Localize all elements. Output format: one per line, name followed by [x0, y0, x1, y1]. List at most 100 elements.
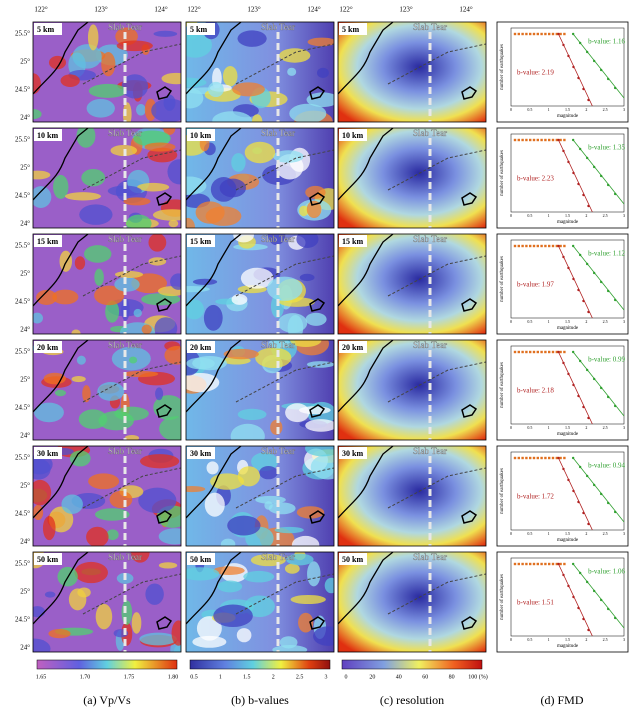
map-blob [154, 31, 178, 37]
map-blob [137, 183, 169, 192]
fmd-point [600, 281, 602, 283]
fmd-x-tick: 0.5 [527, 107, 532, 112]
map-image [31, 233, 187, 342]
map-blob [139, 633, 177, 646]
caption: (c) resolution [380, 693, 444, 707]
map-blob [138, 488, 176, 514]
fmd-x-tick: 2 [585, 213, 587, 218]
fmd-point [562, 150, 564, 152]
fmd-x-tick: 3 [623, 107, 625, 112]
map-blob [82, 385, 90, 402]
fmd-point [552, 457, 554, 459]
slab-tear-label: Slab Tear [261, 552, 295, 562]
slab-tear-label: Slab Tear [108, 128, 142, 138]
map-blob [88, 473, 119, 489]
colorbar-tick-label: 1.75 [124, 674, 135, 680]
fmd-point [577, 289, 579, 291]
lat-tick-label: 24.5° [15, 298, 30, 306]
fmd-point [593, 166, 595, 168]
fmd-point [593, 484, 595, 486]
fmd-point [582, 512, 584, 514]
lat-tick-label: 25° [20, 270, 30, 278]
map-blob [207, 461, 219, 474]
fmd-x-tick: 2 [585, 637, 587, 642]
fmd-x-tick: 1.5 [565, 213, 570, 218]
fmd-x-label: magnitude [557, 538, 579, 543]
fmd-point [563, 457, 565, 459]
slab-tear-label: Slab Tear [413, 128, 447, 138]
colorbar-tick-label: 3 [325, 674, 328, 680]
map-blob [178, 486, 205, 492]
fmd-point [559, 563, 561, 565]
slab-tear-label: Slab Tear [108, 234, 142, 244]
colorbar-tick-label: 2 [272, 674, 275, 680]
map-blob [30, 606, 45, 617]
depth-label: 50 km [342, 555, 363, 564]
map-blob [238, 30, 267, 46]
fmd-point [600, 493, 602, 495]
map-blob [114, 277, 139, 292]
fmd-point [607, 608, 609, 610]
lat-tick-label: 25° [20, 164, 30, 172]
lat-tick-label: 25° [20, 58, 30, 66]
map-background [338, 340, 486, 440]
lat-tick-label: 24° [20, 644, 30, 652]
map-blob [259, 466, 277, 479]
fmd-x-tick: 0.5 [527, 637, 532, 642]
depth-label: 20 km [342, 343, 363, 352]
fmd-point [518, 33, 520, 35]
map-panel: 30 kmSlab Tear [338, 446, 486, 546]
fmd-point [587, 205, 589, 207]
lat-tick-label: 24.5° [15, 192, 30, 200]
colorbar-tick-label: 60 [422, 674, 428, 680]
fmd-point [600, 175, 602, 177]
map-blob [280, 636, 298, 648]
fmd-point [525, 139, 527, 141]
fmd-point [518, 245, 520, 247]
map-panel: 10 kmSlab Tear [24, 121, 191, 232]
map-blob [212, 111, 252, 130]
fmd-x-tick: 2.5 [603, 637, 608, 642]
map-background [338, 234, 486, 334]
fmd-point [540, 563, 542, 565]
slab-tear-label: Slab Tear [261, 128, 295, 138]
map-blob [205, 493, 225, 517]
depth-label: 15 km [342, 237, 363, 246]
fmd-point [514, 33, 516, 35]
map-blob [298, 613, 313, 633]
map-panel: 5 kmSlab Tear [338, 22, 486, 122]
map-panel: 10 kmSlab Tear [172, 116, 342, 236]
fmd-x-tick: 1.5 [565, 107, 570, 112]
map-blob [84, 245, 111, 263]
fmd-point [518, 139, 520, 141]
fmd-point [533, 139, 535, 141]
map-blob [243, 571, 274, 582]
lat-tick-label: 25.5° [15, 560, 30, 568]
fmd-point [572, 172, 574, 174]
fmd-point [548, 33, 550, 35]
lat-tick-label: 24.5° [15, 510, 30, 518]
map-blob [129, 357, 137, 364]
map-blob [300, 274, 315, 281]
fmd-point [533, 245, 535, 247]
map-blob [305, 419, 337, 432]
map-blob [238, 466, 260, 486]
figure: 122°123°124°122°123°124°122°123°124°25.5… [0, 0, 632, 711]
map-blob [87, 99, 115, 118]
lat-tick-label: 25.5° [15, 30, 30, 38]
fmd-point [587, 629, 589, 631]
depth-label: 30 km [190, 449, 211, 458]
fmd-point [600, 387, 602, 389]
fmd-point [577, 501, 579, 503]
map-blob [60, 251, 73, 272]
map-blob [231, 153, 245, 172]
fmd-point [537, 33, 539, 35]
lon-tick-label: 124° [307, 6, 321, 14]
fmd-point [525, 33, 527, 35]
fmd-y-label: number of earthquakes [500, 150, 505, 196]
map-blob [142, 325, 152, 335]
colorbar-tick-label: 20 [369, 674, 375, 680]
fmd-point [607, 290, 609, 292]
fmd-point [582, 88, 584, 90]
